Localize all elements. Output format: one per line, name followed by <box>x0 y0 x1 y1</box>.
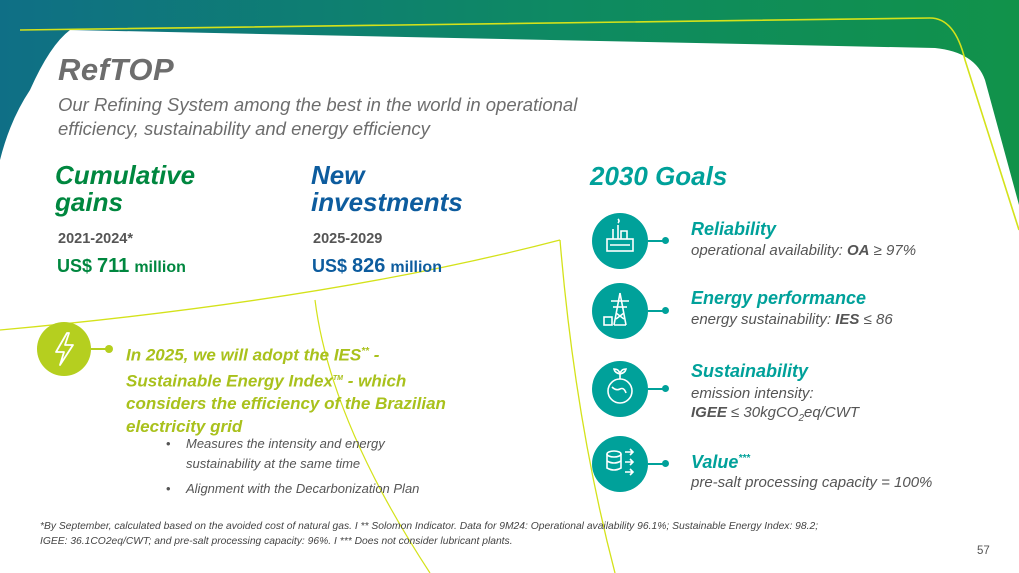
new-investments-heading-line-1: New <box>311 160 365 190</box>
currency: US$ <box>312 256 348 276</box>
ies-which: - which <box>343 371 407 391</box>
goal-value-description: pre-salt processing capacity = 100% <box>691 474 933 491</box>
desc-text: emission intensity: <box>691 385 814 402</box>
new-investments-heading-line-2: investments <box>311 187 463 217</box>
bullet-line-1: Measures the intensity and energy <box>186 436 385 451</box>
new-investments-value: 826 <box>352 255 386 277</box>
desc-target: ≤ 86 <box>859 311 893 328</box>
footnote-line-2: IGEE: 36.1CO2eq/CWT; and pre-salt proces… <box>40 536 513 547</box>
goal-energy-performance-name: Energy performance <box>691 288 867 308</box>
goal-reliability-name: Reliability <box>691 219 777 239</box>
lightning-icon <box>37 322 91 376</box>
desc-metric: OA <box>846 242 870 259</box>
cumulative-gains-amount: US$ 711 million <box>57 255 186 278</box>
new-investments-heading: New investments <box>311 162 463 216</box>
coins-arrows-icon <box>592 436 648 492</box>
page-title: RefTOP <box>58 52 175 87</box>
power-tower-icon <box>592 283 648 339</box>
goal-value-label: Value <box>691 452 739 472</box>
goal-value-name: Value*** <box>691 452 750 473</box>
desc-target: ≤ 30kgCO <box>726 404 799 421</box>
page-subtitle: Our Refining System among the best in th… <box>58 93 678 141</box>
unit: million <box>134 259 186 276</box>
goal-reliability-description: operational availability: OA ≥ 97% <box>691 241 916 260</box>
connector-dot <box>105 345 113 353</box>
ies-line-3: considers the efficiency of the Brazilia… <box>126 394 446 414</box>
ies-line-1: In 2025, we will adopt the IES <box>126 345 362 365</box>
ies-footnote-marker: ** <box>361 346 370 357</box>
bullet-icon: • <box>166 481 171 496</box>
new-investments-amount: US$ 826 million <box>312 255 442 278</box>
bullet-line-2: sustainability at the same time <box>186 456 361 471</box>
globe-plant-icon <box>592 361 648 417</box>
connector-dot <box>662 237 669 244</box>
desc-text: operational availability: <box>691 242 847 259</box>
footnote: *By September, calculated based on the a… <box>40 519 930 549</box>
desc-target: ≥ 97% <box>869 242 917 259</box>
cumulative-gains-period: 2021-2024* <box>58 231 133 247</box>
bullet-line-1: Alignment with the Decarbonization Plan <box>186 481 420 496</box>
cumulative-gains-heading: Cumulative gains <box>55 162 195 216</box>
cumulative-gains-heading-line-2: gains <box>55 187 123 217</box>
refinery-icon <box>592 213 648 269</box>
subtitle-line-2: efficiency, sustainability and energy ef… <box>58 118 430 139</box>
desc-metric: IGEE <box>691 404 727 421</box>
cumulative-gains-value: 711 <box>97 255 130 277</box>
ies-dash: - <box>369 345 380 365</box>
desc-metric: IES <box>835 311 860 328</box>
footnote-line-1: *By September, calculated based on the a… <box>40 521 819 532</box>
bullet-icon: • <box>166 436 171 451</box>
currency: US$ <box>57 256 93 276</box>
unit: million <box>390 259 442 276</box>
connector-dot <box>662 460 669 467</box>
page-number: 57 <box>977 545 990 557</box>
bullet-item-alignment: • Alignment with the Decarbonization Pla… <box>166 479 420 499</box>
trademark-mark: TM <box>332 374 344 382</box>
ies-line-4: electricity grid <box>126 417 243 437</box>
cumulative-gains-heading-line-1: Cumulative <box>55 160 196 190</box>
connector-dot <box>662 385 669 392</box>
new-investments-period: 2025-2029 <box>313 231 383 247</box>
goal-sustainability-name: Sustainability <box>691 361 809 381</box>
ies-statement: In 2025, we will adopt the IES** - Susta… <box>126 340 486 438</box>
subtitle-line-1: Our Refining System among the best in th… <box>58 94 578 115</box>
desc-subscript: 2 <box>798 413 805 424</box>
goals-heading: 2030 Goals <box>590 161 728 191</box>
desc-text: energy sustainability: <box>691 311 836 328</box>
bullet-item-intensity: • Measures the intensity and energy sust… <box>166 434 385 474</box>
desc-unit: eq/CWT <box>804 404 860 421</box>
goal-energy-performance-description: energy sustainability: IES ≤ 86 <box>691 310 893 329</box>
ies-line-2: Sustainable Energy Index <box>126 371 333 391</box>
goal-sustainability-description: emission intensity: IGEE ≤ 30kgCO2eq/CWT <box>691 384 859 428</box>
goal-value-footnote-marker: *** <box>738 453 751 464</box>
connector-dot <box>662 307 669 314</box>
